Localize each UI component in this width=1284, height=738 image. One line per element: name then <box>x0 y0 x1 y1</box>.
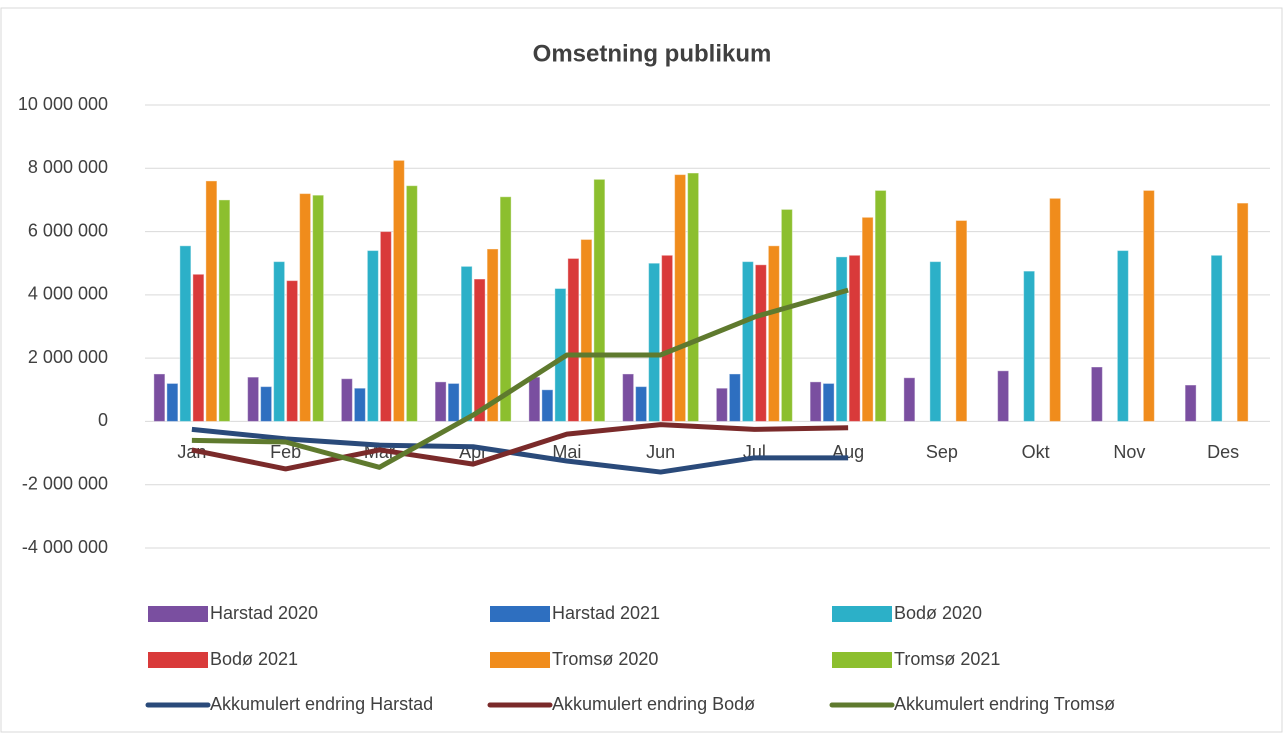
line <box>191 422 849 472</box>
legend-label: Bodø 2021 <box>210 649 298 669</box>
bar <box>192 273 205 422</box>
bar <box>528 376 541 422</box>
legend-swatch <box>490 652 550 668</box>
bar <box>661 254 674 422</box>
bar <box>260 386 273 422</box>
x-tick-label: Feb <box>270 442 301 462</box>
bar <box>218 199 231 422</box>
bar <box>1142 189 1155 422</box>
legend-label: Akkumulert endring Bodø <box>552 694 755 714</box>
bar <box>767 245 780 422</box>
bar <box>1184 384 1197 422</box>
legend-label: Harstad 2020 <box>210 603 318 623</box>
bar <box>1049 197 1062 422</box>
x-tick-label: Sep <box>926 442 958 462</box>
bar <box>405 185 418 422</box>
bar <box>166 382 179 422</box>
bar <box>179 245 192 422</box>
legend-swatch <box>832 652 892 668</box>
bar <box>1236 202 1249 422</box>
legend-label: Bodø 2020 <box>894 603 982 623</box>
bar <box>353 387 366 422</box>
bar <box>567 257 580 422</box>
bar <box>622 373 635 422</box>
bar <box>955 219 968 422</box>
bar <box>580 238 593 422</box>
bar <box>1090 366 1103 422</box>
legend-swatch <box>490 606 550 622</box>
legend-label: Harstad 2021 <box>552 603 660 623</box>
bar <box>780 208 793 422</box>
bar <box>648 262 661 422</box>
bar <box>687 172 700 422</box>
bar <box>929 261 942 422</box>
y-tick-label: -2 000 000 <box>22 473 108 493</box>
y-tick-label: 6 000 000 <box>28 220 108 240</box>
bar <box>273 261 286 422</box>
bar <box>286 280 299 422</box>
bar <box>205 180 218 422</box>
x-tick-label: Mai <box>552 442 581 462</box>
legend-swatch <box>832 606 892 622</box>
x-tick-label: Okt <box>1022 442 1050 462</box>
bar <box>728 373 741 422</box>
bar <box>861 216 874 422</box>
bar <box>1116 250 1129 422</box>
y-tick-label: 0 <box>98 410 108 430</box>
bar <box>635 386 648 422</box>
bar <box>379 231 392 422</box>
legend-label: Tromsø 2021 <box>894 649 1000 669</box>
bar <box>997 370 1010 422</box>
chart-title: Omsetning publikum <box>533 40 772 67</box>
y-tick-label: 2 000 000 <box>28 347 108 367</box>
bar <box>447 382 460 422</box>
bar <box>434 381 447 422</box>
bar <box>848 254 861 422</box>
bar <box>809 381 822 422</box>
bar <box>366 250 379 422</box>
y-tick-label: 10 000 000 <box>18 94 108 114</box>
bar <box>874 189 887 422</box>
bar <box>674 174 687 422</box>
bar <box>460 265 473 422</box>
bar <box>754 264 767 422</box>
bar <box>247 376 260 422</box>
x-tick-label: Jun <box>646 442 675 462</box>
bar <box>392 159 405 422</box>
bar <box>1023 270 1036 422</box>
bar <box>486 248 499 422</box>
legend-label: Akkumulert endring Tromsø <box>894 694 1115 714</box>
bar <box>312 194 325 422</box>
bar <box>340 378 353 422</box>
legend-swatch <box>148 652 208 668</box>
y-tick-label: -4 000 000 <box>22 537 108 557</box>
legend-swatch <box>148 606 208 622</box>
bar <box>299 193 312 422</box>
bar <box>903 377 916 422</box>
x-tick-label: Des <box>1207 442 1239 462</box>
legend-label: Tromsø 2020 <box>552 649 658 669</box>
legend-label: Akkumulert endring Harstad <box>210 694 433 714</box>
line <box>191 287 849 470</box>
bar <box>153 373 166 422</box>
bar <box>499 196 512 422</box>
bar <box>473 278 486 422</box>
line <box>191 426 849 475</box>
bar <box>822 382 835 422</box>
bar <box>835 256 848 422</box>
bar <box>1210 254 1223 422</box>
y-tick-label: 4 000 000 <box>28 284 108 304</box>
y-tick-label: 8 000 000 <box>28 157 108 177</box>
bar <box>593 178 606 422</box>
bar <box>715 387 728 422</box>
x-tick-label: Nov <box>1113 442 1145 462</box>
bar <box>741 261 754 422</box>
bar <box>541 389 554 422</box>
